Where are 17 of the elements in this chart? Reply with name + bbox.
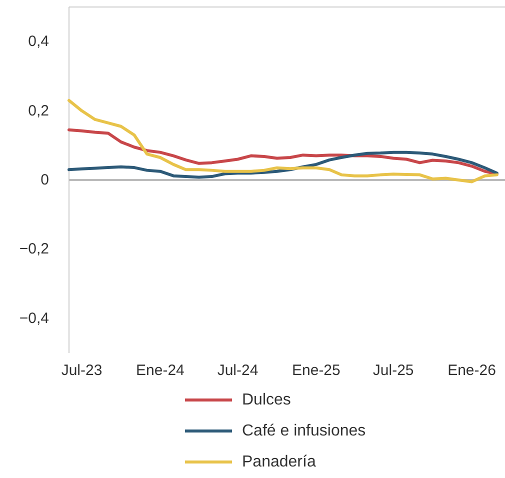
x-tick-label: Jul-25 xyxy=(372,362,414,379)
line-series xyxy=(68,150,498,179)
line-series xyxy=(68,98,498,184)
line-series xyxy=(68,128,498,176)
x-tick-label: Ene-26 xyxy=(448,362,496,379)
y-tick-label: 0 xyxy=(40,172,49,188)
x-tick-label: Ene-25 xyxy=(292,362,340,379)
legend-label: Panadería xyxy=(242,454,316,470)
x-tick-label: Jul-24 xyxy=(217,362,258,379)
legend-label: Café e infusiones xyxy=(242,422,366,440)
y-tick-label: −0,4 xyxy=(19,310,49,327)
legend-label: Dulces xyxy=(242,392,291,408)
x-tick-label: Ene-24 xyxy=(136,362,184,379)
x-tick-label: Jul-23 xyxy=(61,362,102,379)
y-tick-label: 0,4 xyxy=(28,33,49,50)
y-tick-label: 0,2 xyxy=(28,102,49,120)
y-tick-label: −0,2 xyxy=(19,240,49,258)
